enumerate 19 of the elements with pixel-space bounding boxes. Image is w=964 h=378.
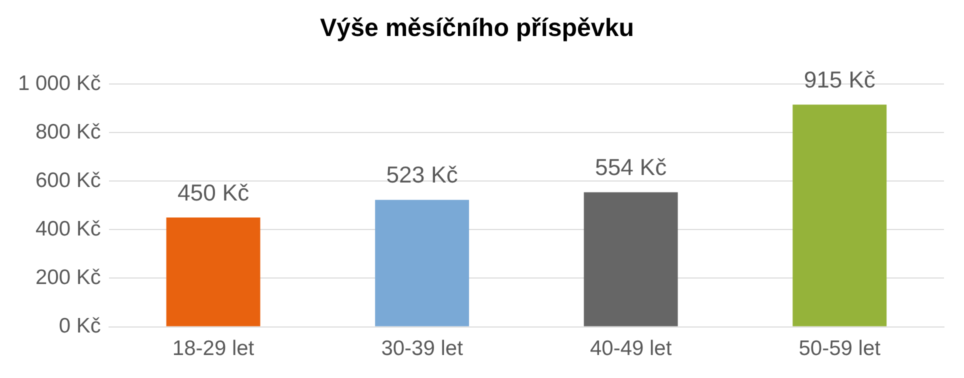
x-tick-label: 18-29 let [172,337,254,360]
bar [166,218,260,326]
data-label: 450 Kč [177,179,250,206]
y-tick-label: 200 Kč [36,266,101,290]
y-tick-label: 1 000 Kč [18,72,101,95]
x-tick-label: 40-49 let [590,337,672,360]
data-label: 554 Kč [595,154,667,180]
bar [375,200,470,326]
chart-title: Výše měsíčního příspěvku [320,14,634,42]
y-tick-label: 600 Kč [36,168,101,192]
x-tick-label: 50-59 let [798,337,881,360]
data-label: 523 Kč [386,162,458,188]
x-tick-label: 30-39 let [381,337,464,360]
y-tick-label: 400 Kč [36,217,101,240]
bar [792,104,887,326]
y-tick-label: 0 Kč [58,314,101,338]
y-tick-label: 800 Kč [36,120,101,144]
data-label: 915 Kč [804,66,876,92]
bar [584,192,678,326]
